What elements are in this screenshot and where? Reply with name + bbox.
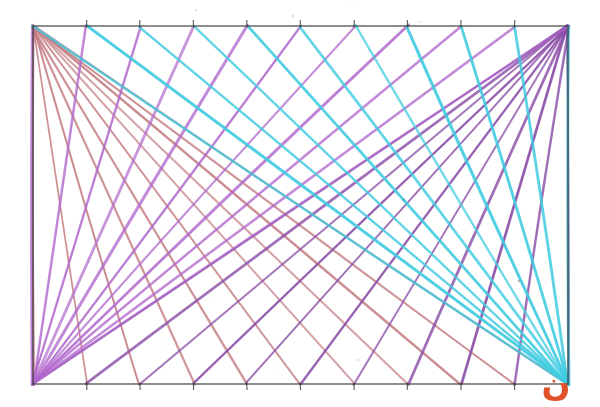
paper-speck-10 <box>209 299 211 301</box>
paper-speck-3 <box>419 21 421 23</box>
fan-bottom-right-cyan-stroke <box>30 24 570 386</box>
paper-speck-19 <box>517 279 521 283</box>
fan-bottom-right-cyan-stroke <box>405 25 571 386</box>
fan-top-right-purple-stroke <box>352 24 569 386</box>
fan-bottom-left-violet-stroke <box>32 25 356 385</box>
fan-bottom-left-violet-stroke <box>32 24 88 386</box>
paper-speck-16 <box>276 367 278 369</box>
fan-bottom-right-cyan-stroke <box>192 25 569 385</box>
fan-bottom-left-violet-stroke <box>32 23 249 385</box>
paper-speck-15 <box>356 358 360 362</box>
paper-speck-group <box>87 4 541 369</box>
fan-bottom-right-cyan-stroke <box>354 23 571 386</box>
fan-bottom-left-violet-stroke <box>31 25 142 385</box>
paper-speck-1 <box>291 14 295 18</box>
fan-bottom-right-cyan-stroke-overlay <box>85 24 570 385</box>
fan-bottom-left-violet-stroke <box>32 25 517 385</box>
paper-speck-12 <box>87 260 91 264</box>
fan-top-left-rose-stroke-overlay <box>33 24 139 384</box>
paper-speck-6 <box>247 169 249 171</box>
fan-top-left-rose-stroke <box>32 24 140 385</box>
tick-bottom-9 <box>513 382 516 391</box>
fan-bottom-left-violet-stroke <box>31 23 410 386</box>
paper-speck-4 <box>129 104 131 106</box>
fan-bottom-left-violet-stroke-overlay <box>32 26 462 385</box>
fan-bottom-right-cyan-stroke-overlay <box>404 25 570 386</box>
paper-speck-0 <box>194 8 198 12</box>
fan-bottom-left-violet-stroke <box>32 24 303 386</box>
paper-speck-14 <box>539 159 541 161</box>
fan-bottom-right-cyan-stroke <box>513 25 569 386</box>
fan-bottom-right-cyan-stroke <box>138 25 570 386</box>
paper-speck-5 <box>214 77 216 79</box>
fan-bottom-left-violet-stroke-overlay <box>31 23 409 386</box>
fan-bottom-right-cyan-stroke <box>246 25 569 386</box>
tick-top-9 <box>513 19 516 28</box>
fan-bottom-right-cyan-stroke <box>85 24 570 385</box>
fan-bottom-right-cyan-stroke-overlay <box>512 25 570 386</box>
fan-bottom-left-violet-stroke-overlay <box>32 25 143 384</box>
fan-bottom-right-cyan-stroke-overlay <box>31 24 569 386</box>
fan-bottom-left-violet-stroke <box>31 25 195 386</box>
fan-top-right-purple-stroke <box>407 24 570 386</box>
paper-speck-9 <box>461 317 463 319</box>
fan-top-left-rose-stroke-overlay <box>31 26 197 386</box>
fan-bottom-left-violet-stroke <box>29 25 34 386</box>
paper-speck-13 <box>500 94 504 98</box>
paper-speck-2 <box>351 4 353 6</box>
tick-top-7 <box>406 19 409 28</box>
fan-bottom-left-violet-stroke <box>31 25 462 385</box>
paper-speck-7 <box>304 245 306 247</box>
fan-bottom-left-violet-stroke-overlay <box>33 25 88 385</box>
paper-speck-11 <box>167 343 169 345</box>
fan-bottom-right-cyan-stroke <box>459 25 571 386</box>
fan-bottom-right-cyan-stroke <box>298 25 570 385</box>
fan-top-left-rose-stroke <box>31 24 302 386</box>
tick-mark-group <box>85 19 516 391</box>
paper-speck-17 <box>121 187 123 189</box>
paper-speck-8 <box>402 198 406 202</box>
fan-bottom-left-violet-stroke-overlay <box>31 24 302 386</box>
paper-speck-18 <box>440 140 442 142</box>
